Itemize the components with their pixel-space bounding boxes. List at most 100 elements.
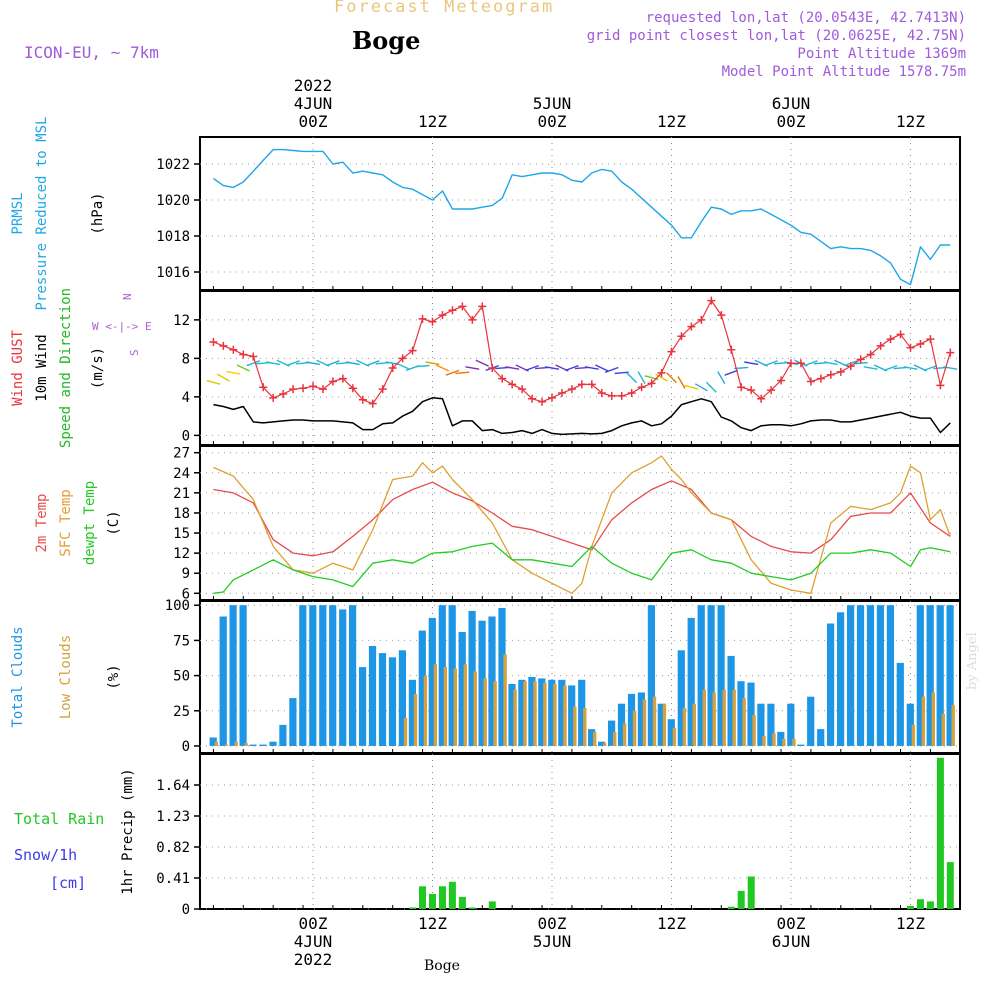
wind-direction-arrow: [744, 361, 759, 366]
gust-marker: [338, 374, 347, 383]
y-tick-label: 1.23: [156, 809, 190, 825]
panel-label-line: SFC Temp: [58, 489, 74, 556]
total-cloud-bar: [767, 703, 775, 746]
total-cloud-bar: [647, 605, 655, 746]
gust-marker: [607, 391, 616, 400]
gust-marker: [438, 311, 447, 320]
wind-compass: W <-|-> E N S: [92, 293, 152, 356]
panel-label-line: Wind GUST: [10, 330, 26, 406]
low-cloud-bar: [692, 703, 696, 746]
y-tick-label: 0.41: [156, 871, 190, 887]
low-cloud-bar: [513, 689, 517, 746]
grid-coords: grid point closest lon,lat (20.0625E, 42…: [586, 28, 966, 44]
gust-marker: [548, 393, 556, 402]
model-altitude: Model Point Altitude 1578.75m: [721, 64, 966, 80]
total-cloud-bar: [667, 719, 675, 746]
y-tick-label: 4: [182, 390, 190, 406]
gust-marker: [787, 359, 795, 368]
wind-direction-arrow: [863, 366, 878, 370]
y-tick-label: 25: [173, 704, 190, 720]
wind-direction-arrow: [626, 372, 638, 384]
wind-direction-arrow: [684, 384, 699, 390]
total-cloud-bar: [528, 677, 536, 746]
low-cloud-bar: [473, 671, 477, 746]
gust-marker: [587, 380, 596, 389]
wind-direction-arrow: [823, 361, 838, 366]
wind-direction-arrow: [923, 364, 938, 372]
total-cloud-bar: [468, 610, 476, 746]
low-cloud-bar: [403, 717, 408, 746]
total-cloud-bar: [518, 679, 526, 746]
time-hour-label: 00Z: [538, 112, 567, 131]
gust-marker: [239, 350, 248, 359]
gust-marker: [796, 359, 805, 368]
total-cloud-bar: [478, 620, 486, 746]
gust-marker: [388, 364, 397, 372]
wind-direction-arrow: [565, 364, 579, 372]
time-hour-label: 00Z: [538, 914, 567, 933]
time-year-label: 2022: [294, 950, 333, 969]
low-cloud-bar: [463, 664, 467, 746]
total-cloud-bar: [448, 605, 456, 746]
2m-temp-line: [213, 480, 951, 557]
panel-wind: 0 4 8 12 W <-|-> E N S: [92, 290, 961, 446]
wind-direction-arrow: [883, 364, 898, 372]
rain-bar: [936, 757, 944, 909]
wind-direction-arrow: [286, 360, 300, 367]
total-cloud-bar: [797, 744, 805, 746]
low-cloud-bar: [234, 741, 238, 746]
low-cloud-bar: [662, 703, 667, 746]
total-cloud-bar: [378, 653, 387, 746]
panel-temperature: 6 9 12 15 18 21 24 27: [173, 445, 961, 602]
panel-label-line: Low Clouds: [58, 635, 74, 719]
total-cloud-bar: [717, 605, 725, 746]
y-tick-label: 27: [173, 446, 190, 462]
time-day-label: 4JUN: [294, 94, 333, 113]
y-tick-label: 8: [182, 351, 190, 367]
low-cloud-bar: [652, 696, 657, 746]
total-cloud-bar: [418, 630, 426, 746]
panel-pressure: 1016 1018 1020 1022: [156, 136, 961, 291]
wind-direction-arrow: [445, 369, 460, 376]
total-cloud-bar: [299, 605, 307, 746]
total-cloud-bar: [807, 696, 815, 746]
low-cloud-bar: [642, 699, 647, 746]
low-cloud-bar: [413, 693, 418, 746]
panel-label-line: dewpt Temp: [82, 481, 98, 565]
pressure-line: [212, 148, 951, 286]
rain-bar: [429, 893, 436, 909]
total-cloud-bar: [787, 703, 795, 746]
total-cloud-bar: [936, 605, 944, 746]
time-day-label: 5JUN: [533, 932, 572, 951]
low-cloud-bar: [951, 705, 955, 746]
gust-marker: [627, 389, 636, 398]
compass-we-label: W <-|-> E: [92, 320, 152, 333]
low-cloud-bar: [632, 710, 637, 746]
wind-direction-arrow: [226, 370, 241, 375]
gust-marker: [468, 315, 477, 324]
gust-marker: [677, 332, 686, 341]
gust-marker: [816, 374, 825, 383]
panel-label-temperature: 2m Temp SFC Temp dewpt Temp (C): [34, 481, 122, 565]
panel-unit-label: (%): [106, 664, 122, 689]
panel-label-line: Pressure Reduced to MSL: [34, 117, 50, 311]
precip-rain-label: Total Rain: [14, 810, 104, 828]
gust-marker: [428, 317, 437, 326]
total-cloud-bar: [617, 703, 626, 746]
total-cloud-bar: [687, 617, 695, 746]
gust-marker: [916, 339, 925, 348]
gust-marker: [926, 335, 935, 344]
total-cloud-bar: [558, 679, 566, 746]
gust-marker: [398, 354, 407, 363]
gust-marker: [518, 385, 527, 394]
total-cloud-bar: [637, 692, 645, 746]
wind-direction-arrow: [595, 364, 609, 372]
total-cloud-bar: [289, 698, 297, 746]
gust-marker: [557, 389, 566, 398]
gust-marker: [358, 395, 367, 404]
rain-bar: [907, 906, 914, 909]
gust-marker: [597, 389, 606, 398]
low-cloud-bar: [583, 708, 587, 746]
